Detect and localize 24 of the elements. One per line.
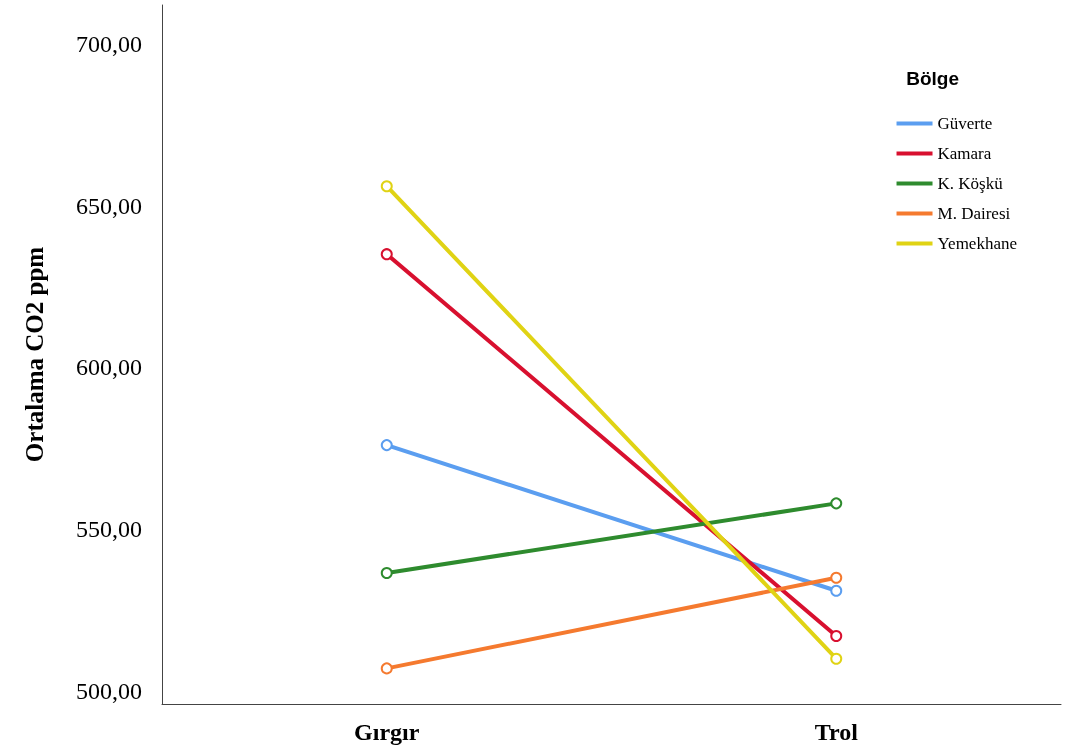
point: [830, 584, 843, 597]
y-tick-label: 600,00: [76, 354, 142, 381]
point: [380, 662, 393, 675]
point: [380, 439, 393, 452]
x-tick-label: Trol: [814, 719, 859, 745]
point: [380, 566, 393, 579]
point: [830, 652, 843, 665]
y-tick-label: 650,00: [76, 192, 142, 219]
point: [830, 630, 843, 643]
point: [830, 571, 843, 584]
point: [830, 497, 843, 510]
legend-label: Kamara: [937, 144, 992, 163]
legend-label: Yemekhane: [937, 234, 1017, 253]
y-axis-title: Ortalama CO2 ppm: [21, 246, 48, 463]
point: [380, 248, 393, 261]
legend-label: M. Dairesi: [937, 204, 1011, 223]
point: [380, 180, 393, 193]
legend-title: Bölge: [906, 68, 959, 89]
x-tick-label: Gırgır: [354, 719, 420, 745]
y-tick-label: 700,00: [76, 30, 142, 57]
y-tick-label: 500,00: [76, 678, 142, 705]
legend-label: K. Köşkü: [937, 174, 1004, 193]
y-tick-label: 550,00: [76, 516, 142, 543]
legend-label: Güverte: [937, 114, 993, 133]
